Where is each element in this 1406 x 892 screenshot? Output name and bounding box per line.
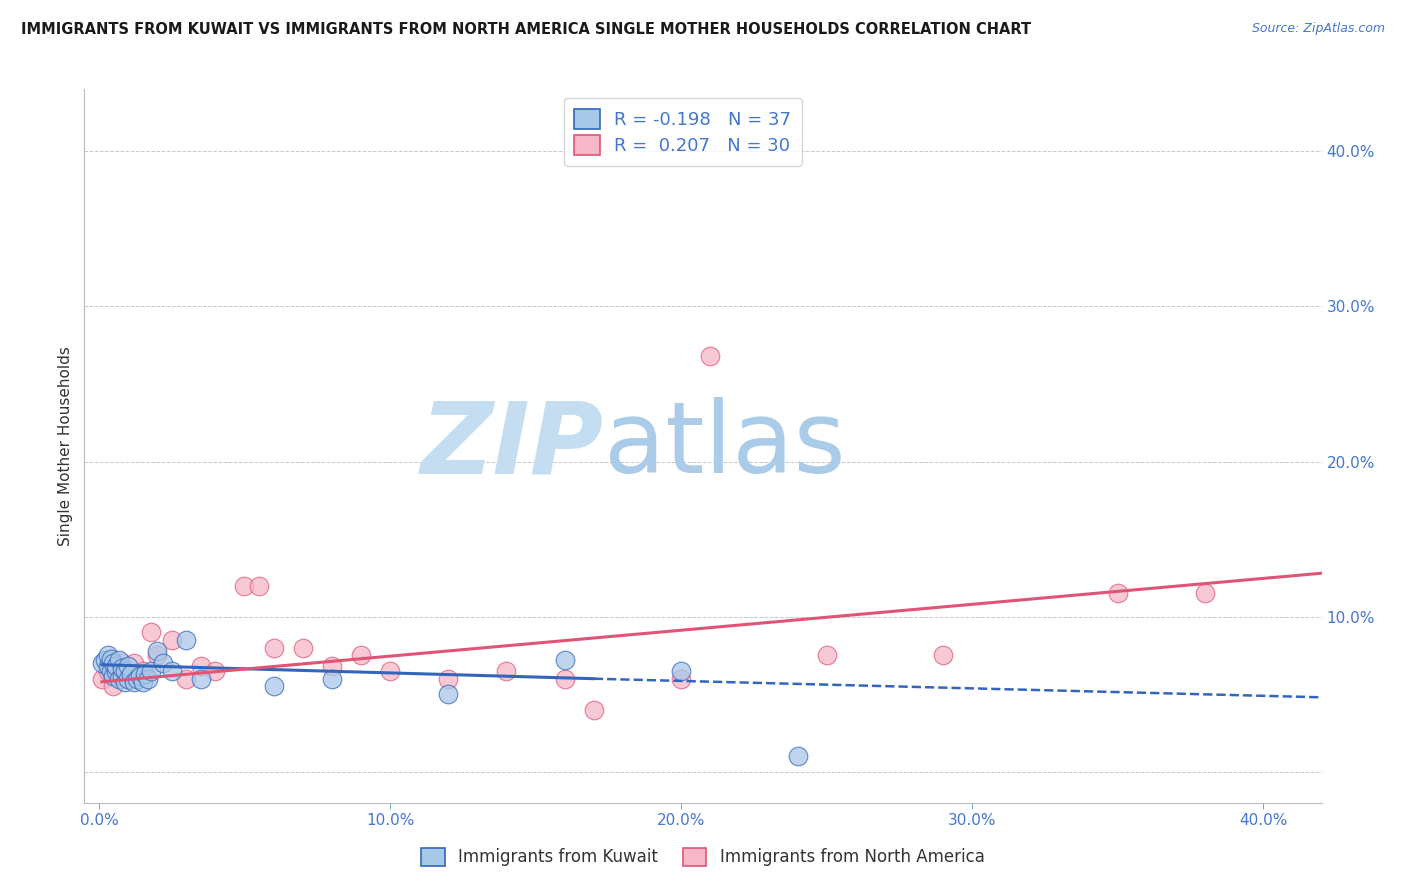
- Point: [122, 656, 145, 670]
- Point: [100, 651, 122, 665]
- Point: [190, 659, 212, 673]
- Point: [1107, 586, 1129, 600]
- Point: [131, 664, 153, 678]
- Point: [699, 349, 721, 363]
- Point: [247, 579, 270, 593]
- Point: [138, 672, 160, 686]
- Point: [669, 664, 692, 678]
- Point: [204, 664, 226, 678]
- Point: [117, 672, 139, 686]
- Point: [125, 672, 148, 686]
- Point: [111, 668, 134, 682]
- Point: [97, 664, 120, 678]
- Point: [160, 632, 183, 647]
- Text: ZIP: ZIP: [420, 398, 605, 494]
- Legend: Immigrants from Kuwait, Immigrants from North America: Immigrants from Kuwait, Immigrants from …: [415, 841, 991, 873]
- Point: [321, 659, 343, 673]
- Point: [152, 656, 174, 670]
- Point: [97, 659, 120, 673]
- Point: [117, 659, 139, 673]
- Point: [111, 661, 134, 675]
- Point: [291, 640, 314, 655]
- Text: Source: ZipAtlas.com: Source: ZipAtlas.com: [1251, 22, 1385, 36]
- Point: [146, 648, 169, 663]
- Text: atlas: atlas: [605, 398, 845, 494]
- Point: [233, 579, 256, 593]
- Point: [190, 672, 212, 686]
- Point: [128, 668, 150, 682]
- Point: [350, 648, 373, 663]
- Point: [815, 648, 838, 663]
- Point: [97, 648, 120, 663]
- Point: [146, 644, 169, 658]
- Point: [141, 664, 163, 678]
- Point: [105, 659, 128, 673]
- Point: [122, 674, 145, 689]
- Point: [134, 667, 156, 681]
- Point: [160, 664, 183, 678]
- Point: [108, 672, 131, 686]
- Point: [786, 749, 808, 764]
- Text: IMMIGRANTS FROM KUWAIT VS IMMIGRANTS FROM NORTH AMERICA SINGLE MOTHER HOUSEHOLDS: IMMIGRANTS FROM KUWAIT VS IMMIGRANTS FRO…: [21, 22, 1031, 37]
- Point: [669, 672, 692, 686]
- Point: [437, 672, 460, 686]
- Point: [174, 632, 197, 647]
- Point: [263, 640, 285, 655]
- Point: [437, 687, 460, 701]
- Point: [131, 674, 153, 689]
- Y-axis label: Single Mother Households: Single Mother Households: [58, 346, 73, 546]
- Point: [114, 664, 136, 678]
- Point: [108, 653, 131, 667]
- Point: [378, 664, 401, 678]
- Point: [90, 656, 112, 670]
- Point: [105, 664, 128, 678]
- Point: [1194, 586, 1216, 600]
- Point: [932, 648, 955, 663]
- Point: [103, 680, 125, 694]
- Point: [321, 672, 343, 686]
- Point: [100, 664, 122, 678]
- Point: [120, 667, 142, 681]
- Point: [174, 672, 197, 686]
- Point: [582, 703, 605, 717]
- Point: [554, 672, 576, 686]
- Point: [111, 656, 134, 670]
- Point: [93, 653, 115, 667]
- Point: [90, 672, 112, 686]
- Point: [141, 625, 163, 640]
- Point: [103, 656, 125, 670]
- Point: [554, 653, 576, 667]
- Point: [495, 664, 517, 678]
- Point: [117, 672, 139, 686]
- Point: [263, 680, 285, 694]
- Point: [103, 668, 125, 682]
- Point: [114, 674, 136, 689]
